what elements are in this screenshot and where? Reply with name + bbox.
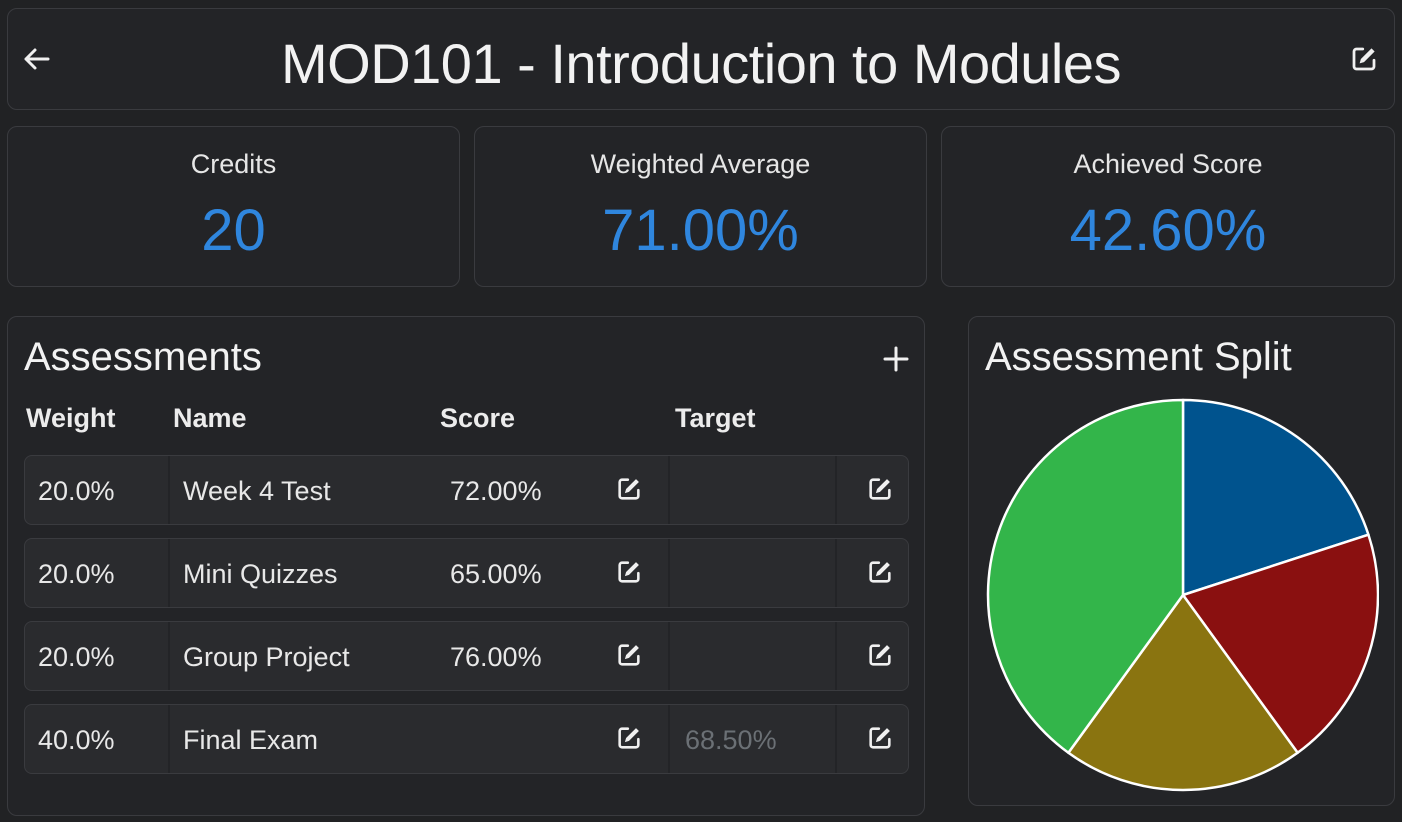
row-divider [168, 456, 170, 524]
credits-label: Credits [190, 149, 277, 179]
edit-icon [866, 558, 894, 591]
table-row: 20.0% Group Project 76.00% [24, 621, 909, 691]
edit-icon [615, 724, 643, 757]
edit-icon [1352, 47, 1376, 71]
edit-target-button[interactable] [863, 474, 897, 508]
assessment-name: Week 4 Test [183, 476, 331, 506]
edit-target-button[interactable] [863, 557, 897, 591]
edit-icon [615, 641, 643, 674]
back-button[interactable] [20, 43, 52, 75]
table-row: 20.0% Week 4 Test 72.00% [24, 455, 909, 525]
assessment-weight: 40.0% [38, 725, 115, 755]
credits-card: Credits 20 [7, 126, 460, 287]
pie-slice-final-exam[interactable] [986, 398, 1185, 755]
edit-score-button[interactable] [612, 557, 646, 591]
row-divider [835, 539, 837, 607]
add-assessment-button[interactable] [878, 341, 914, 377]
assessment-split-panel: Assessment Split [968, 316, 1395, 806]
achieved-score-label: Achieved Score [1073, 149, 1263, 179]
row-divider [168, 622, 170, 690]
assessment-target: 68.50% [685, 725, 777, 755]
assessment-weight: 20.0% [38, 559, 115, 589]
column-header-target: Target [675, 403, 756, 433]
row-divider [168, 539, 170, 607]
arrow-left-icon [24, 48, 50, 70]
assessment-score: 76.00% [450, 642, 542, 672]
edit-score-button[interactable] [612, 640, 646, 674]
pie-slice-group-project[interactable] [1067, 593, 1299, 792]
edit-icon [866, 641, 894, 674]
edit-score-button[interactable] [612, 474, 646, 508]
row-divider [668, 622, 670, 690]
weighted-average-label: Weighted Average [590, 149, 811, 179]
column-header-weight: Weight [26, 403, 116, 433]
credits-value: 20 [201, 198, 266, 263]
assessment-split-title: Assessment Split [985, 335, 1292, 379]
pie-slice-week-4-test[interactable] [1181, 398, 1370, 597]
edit-icon [866, 475, 894, 508]
table-row: 20.0% Mini Quizzes 65.00% [24, 538, 909, 608]
assessments-panel: Assessments Weight Name Score Target 20.… [7, 316, 925, 816]
row-divider [668, 539, 670, 607]
plus-icon [883, 346, 909, 372]
assessment-weight: 20.0% [38, 642, 115, 672]
module-header: MOD101 - Introduction to Modules [7, 8, 1395, 110]
assessment-name: Group Project [183, 642, 350, 672]
edit-module-button[interactable] [1346, 43, 1382, 75]
row-divider [835, 705, 837, 773]
pie-slice-mini-quizzes[interactable] [1181, 533, 1379, 755]
row-divider [168, 705, 170, 773]
achieved-score-card: Achieved Score 42.60% [941, 126, 1395, 287]
page-title: MOD101 - Introduction to Modules [281, 32, 1121, 95]
edit-target-button[interactable] [863, 640, 897, 674]
edit-icon [615, 475, 643, 508]
assessment-split-pie-chart [986, 398, 1379, 792]
weighted-average-value: 71.00% [602, 198, 799, 263]
row-divider [835, 456, 837, 524]
assessment-name: Final Exam [183, 725, 319, 755]
row-divider [668, 705, 670, 773]
assessment-score: 65.00% [450, 559, 542, 589]
edit-score-button[interactable] [612, 723, 646, 757]
column-header-name: Name [173, 403, 247, 433]
assessment-score: 72.00% [450, 476, 542, 506]
edit-icon [615, 558, 643, 591]
table-row: 40.0% Final Exam 68.50% [24, 704, 909, 774]
edit-icon [866, 724, 894, 757]
weighted-average-card: Weighted Average 71.00% [474, 126, 927, 287]
row-divider [668, 456, 670, 524]
assessments-title: Assessments [24, 335, 262, 379]
assessment-name: Mini Quizzes [183, 559, 338, 589]
column-header-score: Score [440, 403, 516, 433]
row-divider [835, 622, 837, 690]
achieved-score-value: 42.60% [1069, 198, 1267, 263]
edit-target-button[interactable] [863, 723, 897, 757]
assessment-weight: 20.0% [38, 476, 115, 506]
